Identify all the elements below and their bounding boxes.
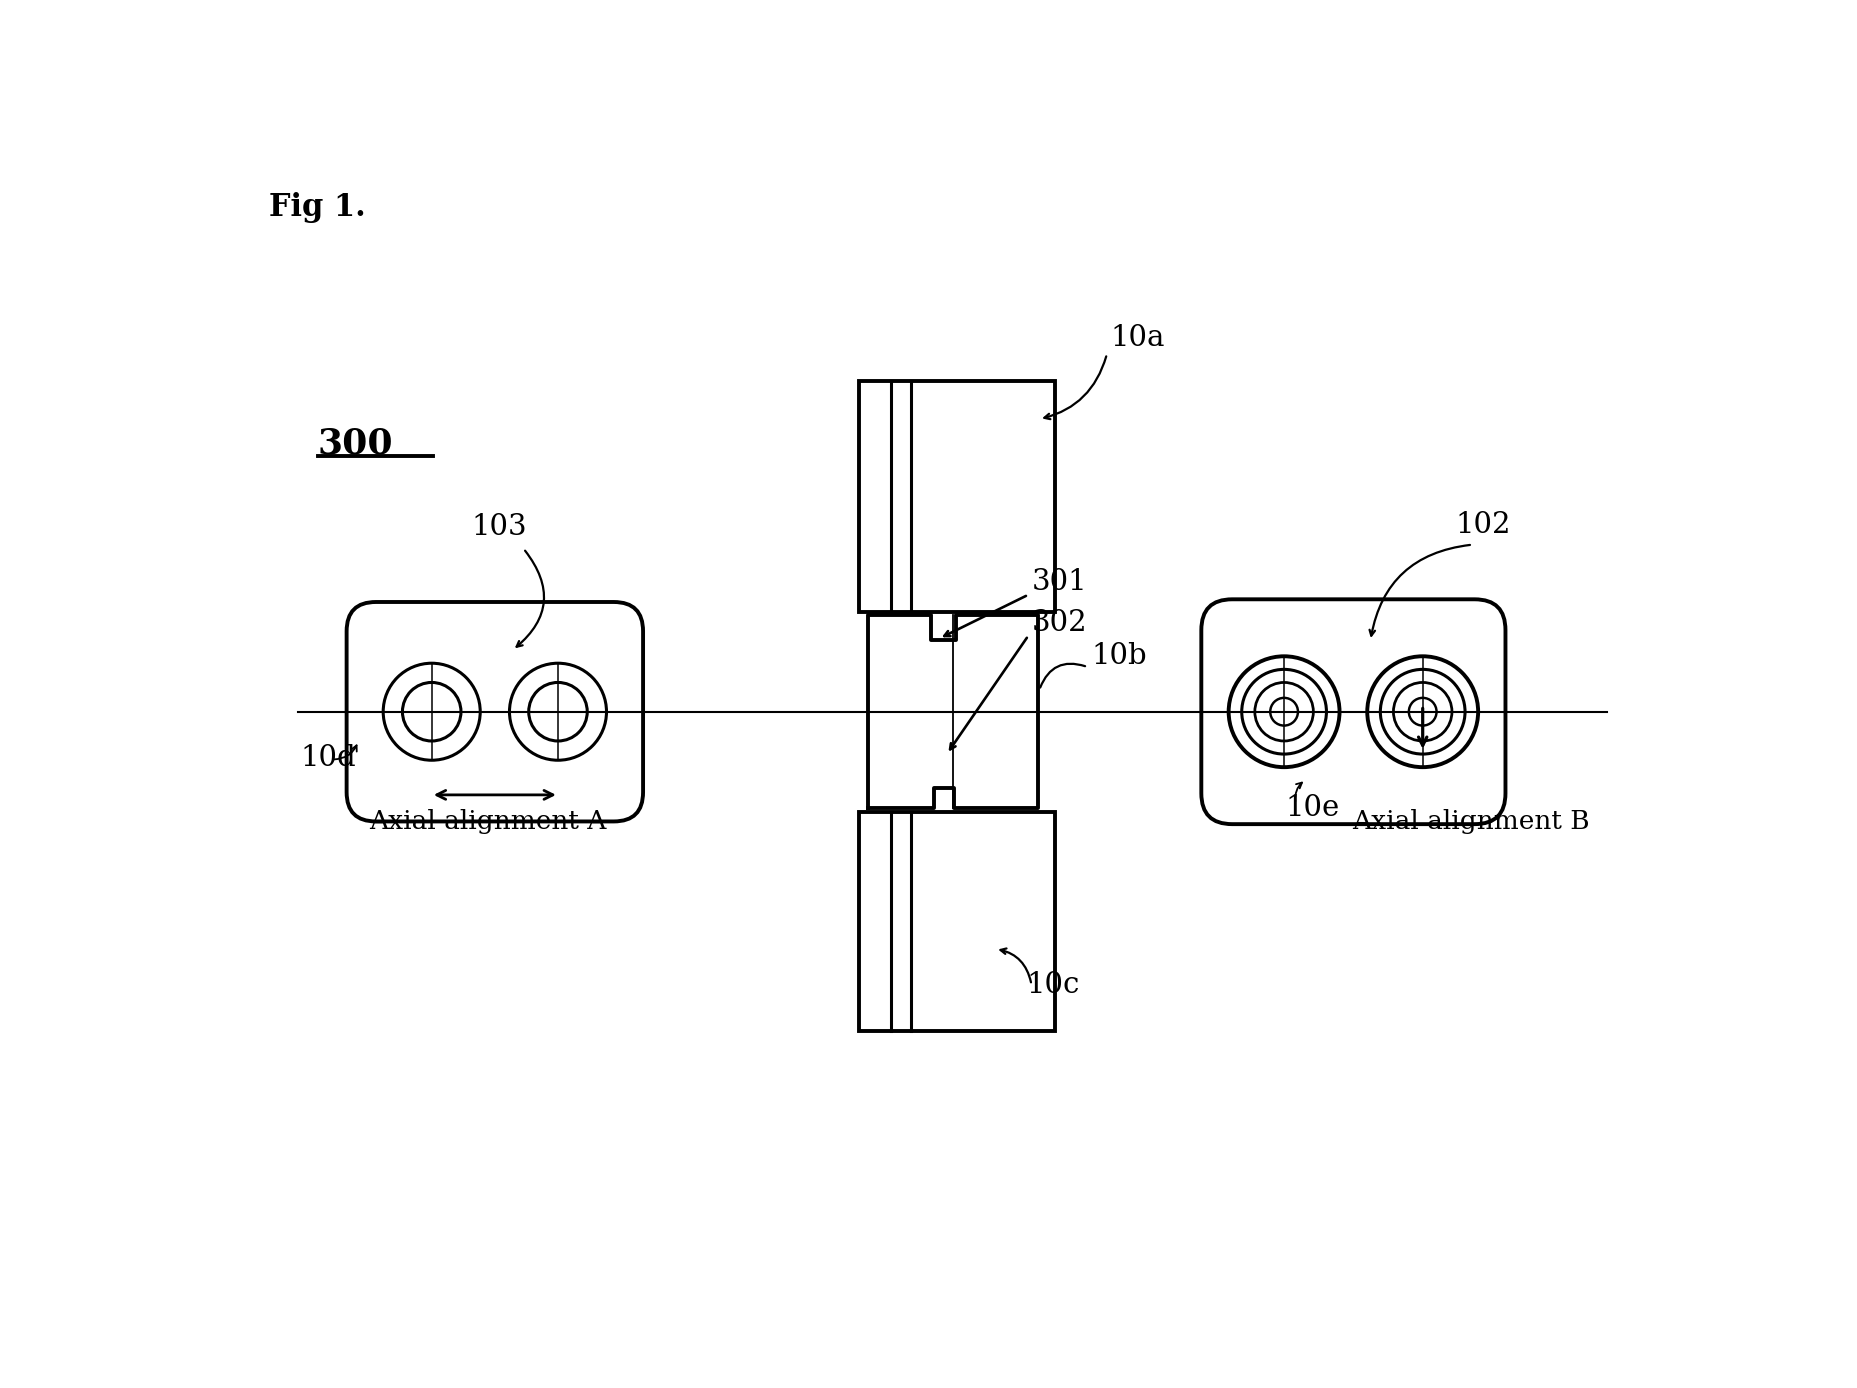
Text: 10b: 10b (1092, 643, 1146, 670)
Text: 300: 300 (318, 428, 394, 461)
Circle shape (1408, 698, 1435, 726)
Text: 10a: 10a (1110, 323, 1164, 353)
Text: 103: 103 (472, 512, 527, 540)
Text: Fig 1.: Fig 1. (269, 192, 366, 223)
Text: Axial alignment B: Axial alignment B (1352, 809, 1588, 834)
Text: 301: 301 (1031, 568, 1086, 595)
Text: 102: 102 (1454, 511, 1510, 539)
Text: 10c: 10c (1025, 970, 1079, 999)
Text: 10d: 10d (299, 744, 355, 772)
Text: Axial alignment A: Axial alignment A (370, 809, 607, 834)
Text: 10e: 10e (1285, 794, 1339, 822)
Text: 302: 302 (1031, 609, 1086, 637)
Circle shape (1270, 698, 1298, 726)
